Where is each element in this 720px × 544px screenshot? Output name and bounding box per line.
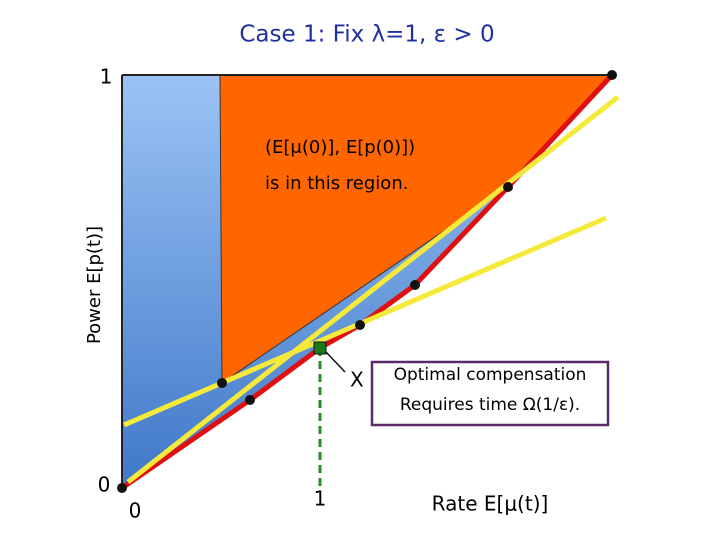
callout-box <box>370 360 610 427</box>
region-note: is in this region. <box>265 173 408 194</box>
callout-line: Optimal compensation <box>394 365 587 385</box>
y-axis-label: Power E[p(t)] <box>84 226 105 344</box>
points <box>117 70 617 493</box>
y-tick-label: 1 <box>100 65 113 89</box>
optimal-point <box>313 341 327 355</box>
point <box>245 395 255 405</box>
x-axis-label: Rate E[μ(t)] <box>432 492 549 516</box>
point <box>503 182 513 192</box>
point <box>117 483 127 493</box>
tangent-line <box>123 215 607 428</box>
initial-region <box>219 74 614 384</box>
point-label: X <box>350 368 364 392</box>
point <box>217 378 227 388</box>
tangent-line <box>126 95 620 484</box>
y-tick-label: 0 <box>98 473 111 497</box>
title: Case 1: Fix λ=1, ε > 0 <box>239 22 494 48</box>
pointer <box>325 351 346 373</box>
x-tick-label: 1 <box>314 487 327 511</box>
region-note: (E[μ(0)], E[p(0)]) <box>265 137 415 158</box>
callout-line: Requires time Ω(1/ε). <box>400 395 580 415</box>
point <box>607 70 617 80</box>
x-tick-label: 0 <box>129 499 142 523</box>
point <box>410 280 420 290</box>
point <box>355 320 365 330</box>
